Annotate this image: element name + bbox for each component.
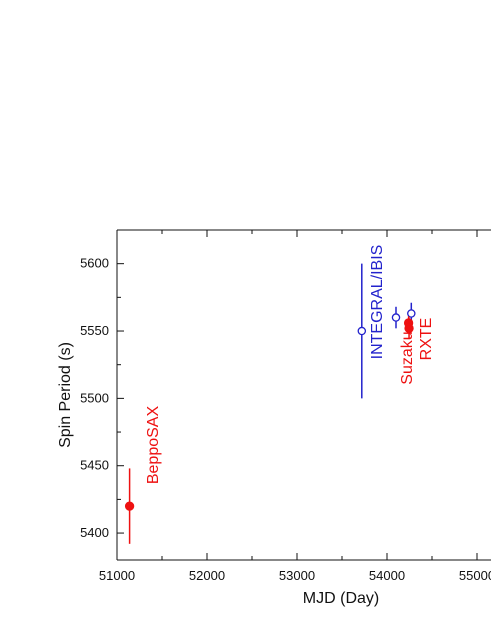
plot-area <box>116 229 491 561</box>
y-tick-label: 5600 <box>80 256 109 271</box>
x-tick-label: 55000 <box>459 568 491 583</box>
data-point <box>404 323 414 333</box>
x-tick-label: 51000 <box>99 568 135 583</box>
annotation-label: INTEGRAL/IBIS <box>369 245 386 360</box>
y-tick-label: 5450 <box>80 458 109 473</box>
y-tick-label: 5400 <box>80 525 109 540</box>
data-marks <box>124 263 416 544</box>
x-tick-label: 53000 <box>279 568 315 583</box>
annotation-label: BeppoSAX <box>145 406 162 485</box>
data-point <box>124 501 135 511</box>
y-tick-label: 5550 <box>80 323 109 338</box>
y-tick-label: 5500 <box>80 390 109 405</box>
x-tick-label: 54000 <box>369 568 405 583</box>
data-point <box>391 313 401 322</box>
x-axis-label: MJD (Day) <box>303 590 379 607</box>
data-point <box>357 326 367 336</box>
data-point <box>407 309 416 318</box>
y-axis-label: Spin Period (s) <box>57 342 74 448</box>
annotation-label: RXTE <box>418 318 435 361</box>
x-ticks: 51000 52000 53000 54000 55000 <box>99 230 491 583</box>
x-tick-label: 52000 <box>189 568 225 583</box>
annotation-label: Suzaku <box>399 331 416 384</box>
annotations: BeppoSAX INTEGRAL/IBIS Suzaku RXTE <box>145 245 435 484</box>
y-ticks: 5400 5450 5500 5550 5600 <box>80 229 124 540</box>
